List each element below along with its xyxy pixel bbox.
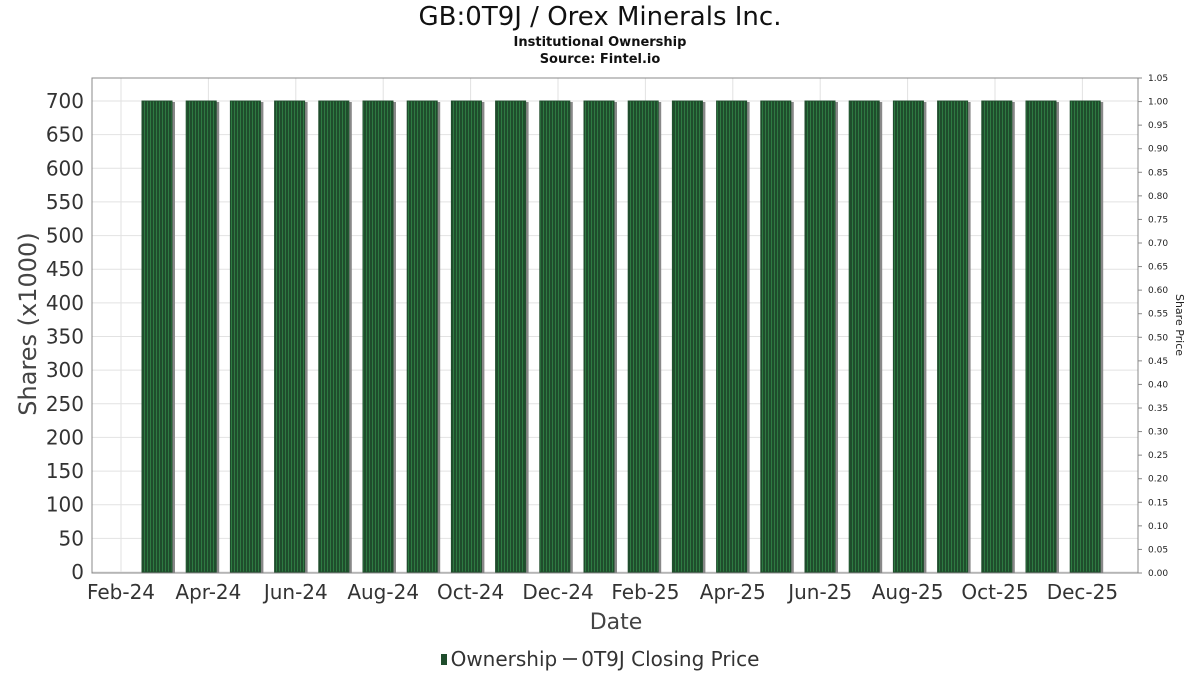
legend-ownership-label: Ownership — [450, 647, 558, 671]
y2-tick-label: 0.65 — [1148, 263, 1168, 273]
y2-tick-label: 0.45 — [1148, 357, 1168, 367]
y-tick-label: 350 — [46, 325, 84, 349]
x-tick-label: Jun-25 — [786, 580, 852, 604]
ownership-bar — [937, 100, 969, 573]
y-tick-label: 50 — [59, 526, 84, 550]
y-axis-title: Shares (x1000) — [14, 232, 42, 415]
ownership-bar — [539, 100, 571, 573]
ownership-bar — [229, 100, 261, 573]
closing-price-legend-line — [563, 658, 578, 660]
right-axis: 0.00 0.05 0.10 0.15 0.20 0.25 0.30 0.35 0.40 0.45… — [1138, 74, 1168, 579]
y2-tick-label: 0.85 — [1148, 168, 1168, 178]
x-tick-label: Dec-24 — [522, 580, 593, 604]
y2-tick-label: 0.25 — [1148, 451, 1168, 461]
plot-frame — [91, 77, 1139, 574]
y2-tick-label: 0.10 — [1148, 522, 1168, 532]
y-tick-label: 250 — [46, 392, 84, 416]
ownership-bar — [362, 100, 394, 573]
y-tick-label: 200 — [46, 425, 84, 449]
y2-tick-label: 0.55 — [1148, 310, 1168, 320]
y2-tick-label: 0.60 — [1148, 286, 1168, 296]
ownership-bar — [495, 100, 527, 573]
y2-tick-label: 0.15 — [1148, 498, 1168, 508]
y-tick-label: 0 — [71, 560, 84, 584]
x-tick-label: Oct-25 — [961, 580, 1028, 604]
y2-axis-title: Share Price — [1173, 294, 1186, 356]
ownership-bar — [406, 100, 438, 573]
y2-tick-label: 0.20 — [1148, 475, 1168, 485]
ownership-bar — [804, 100, 836, 573]
y-tick-label: 450 — [46, 257, 84, 281]
y2-tick-label: 0.50 — [1148, 333, 1168, 343]
y-tick-label: 300 — [46, 358, 84, 382]
y-tick-label: 500 — [46, 224, 84, 248]
legend-closing-price-label: 0T9J Closing Price — [581, 647, 760, 671]
y2-tick-label: 0.00 — [1148, 569, 1168, 579]
y2-tick-label: 0.80 — [1148, 192, 1168, 202]
x-tick-label: Feb-25 — [611, 580, 679, 604]
y-tick-label: 650 — [46, 123, 84, 147]
x-tick-label: Apr-25 — [700, 580, 766, 604]
legend: Ownership 0T9J Closing Price — [0, 647, 1200, 671]
ownership-bar — [760, 100, 792, 573]
y-tick-label: 150 — [46, 459, 84, 483]
ownership-bar — [1025, 100, 1057, 573]
chart-subtitle: Institutional Ownership — [513, 35, 687, 50]
ownership-bar — [318, 100, 350, 573]
x-axis-title: Date — [590, 610, 643, 635]
x-tick-label: Feb-24 — [87, 580, 155, 604]
y-tick-label: 550 — [46, 190, 84, 214]
y2-tick-label: 0.05 — [1148, 545, 1168, 555]
y2-tick-label: 0.90 — [1148, 145, 1168, 155]
ownership-bar — [450, 100, 482, 573]
left-axis: 0 50 100 150 200 250 300 350 400 450 500 550 600 650 7… — [46, 89, 84, 584]
ownership-bar — [671, 100, 703, 573]
chart-source: Source: Fintel.io — [539, 52, 661, 67]
y2-tick-label: 0.35 — [1148, 404, 1168, 414]
y2-tick-label: 0.40 — [1148, 380, 1168, 390]
bar-layer — [141, 100, 1104, 573]
ownership-bar — [848, 100, 880, 573]
ownership-bar — [981, 100, 1013, 573]
ownership-legend-swatch — [440, 654, 447, 665]
x-tick-label: Apr-24 — [175, 580, 241, 604]
y2-tick-label: 0.70 — [1148, 239, 1168, 249]
y-tick-label: 400 — [46, 291, 84, 315]
ownership-bar — [716, 100, 748, 573]
ownership-bar — [1069, 100, 1101, 573]
ownership-bar — [627, 100, 659, 573]
ownership-bar — [141, 100, 173, 573]
ownership-bar — [583, 100, 615, 573]
x-tick-label: Aug-24 — [347, 580, 419, 604]
x-tick-label: Oct-24 — [437, 580, 504, 604]
y2-tick-label: 1.00 — [1148, 98, 1168, 108]
x-axis: Feb-24 Apr-24 Jun-24 Aug-24 Oct-24 Dec-24 Feb-… — [87, 580, 1118, 604]
ownership-bar — [274, 100, 306, 573]
y2-tick-label: 0.75 — [1148, 215, 1168, 225]
x-tick-label: Dec-25 — [1047, 580, 1118, 604]
y2-tick-label: 0.30 — [1148, 428, 1168, 438]
y-tick-label: 100 — [46, 493, 84, 517]
x-tick-label: Jun-24 — [262, 580, 328, 604]
ownership-bar — [185, 100, 217, 573]
y-tick-label: 600 — [46, 156, 84, 180]
chart-title: GB:0T9J / Orex Minerals Inc. — [418, 2, 782, 32]
ownership-bar — [892, 100, 924, 573]
y-tick-label: 700 — [46, 89, 84, 113]
y2-tick-label: 0.95 — [1148, 121, 1168, 131]
x-tick-label: Aug-25 — [872, 580, 944, 604]
y2-tick-label: 1.05 — [1148, 74, 1168, 84]
